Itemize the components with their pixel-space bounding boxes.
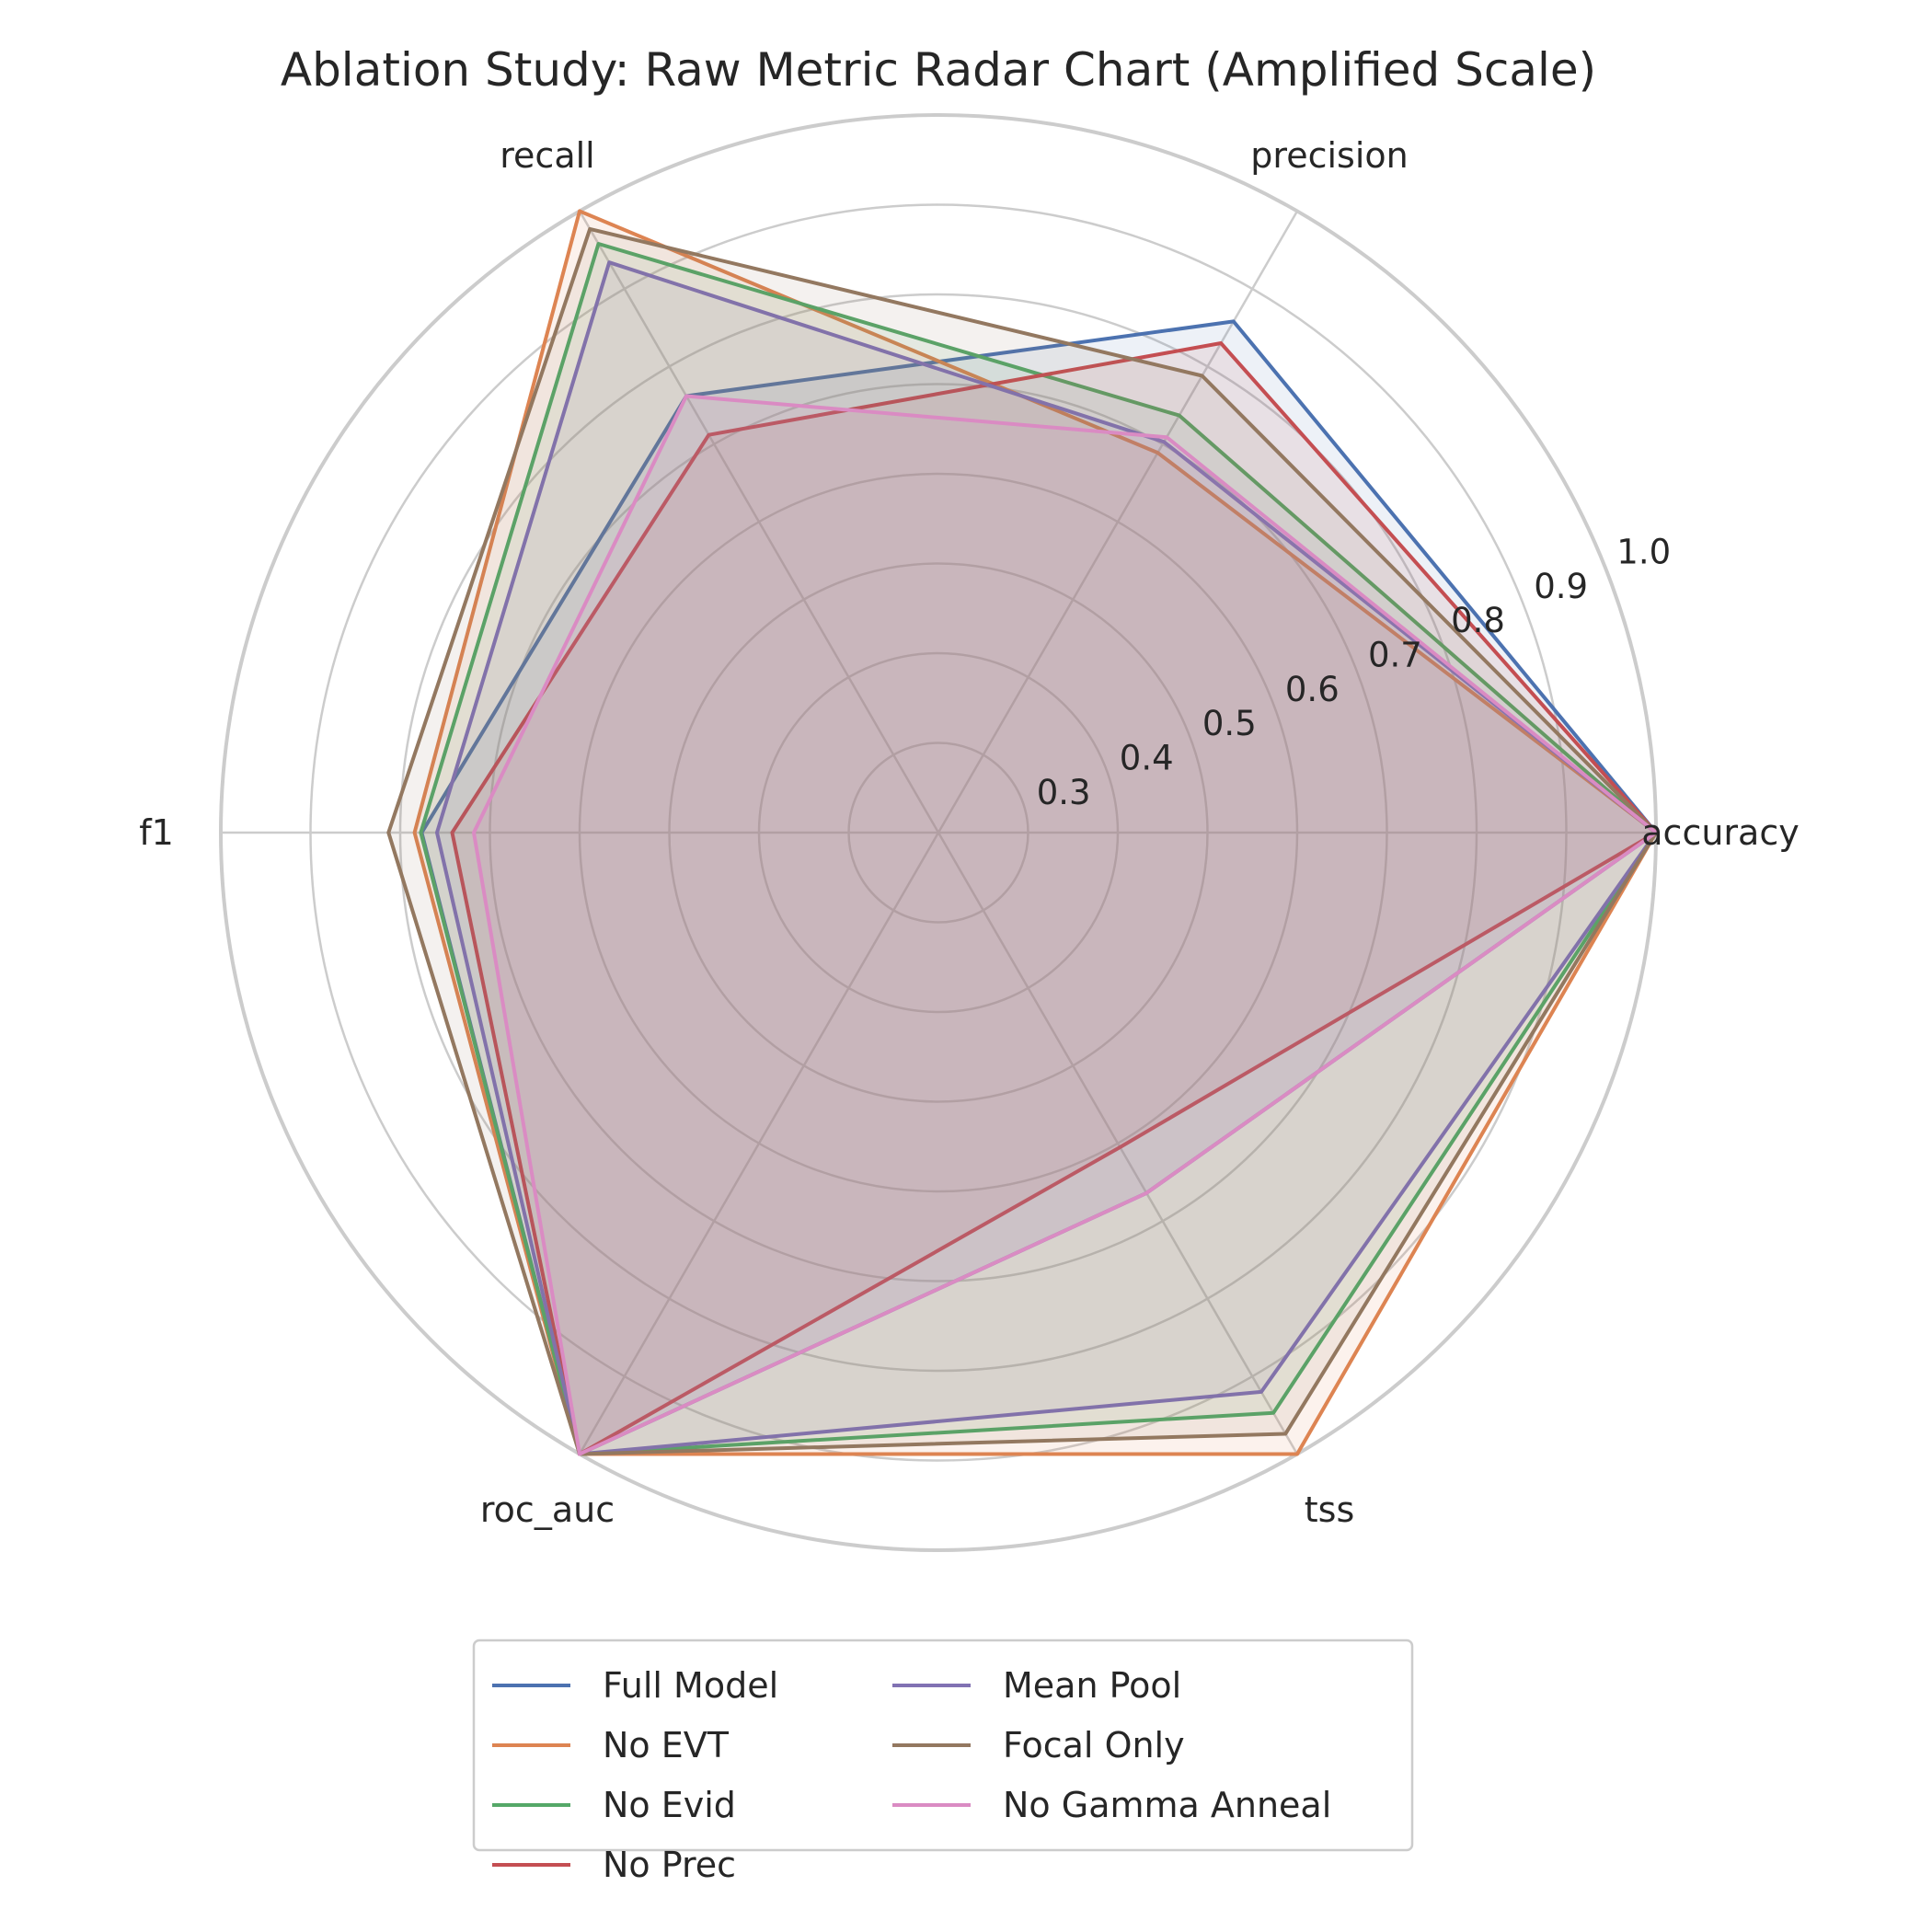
r-tick-label: 0.8	[1451, 601, 1505, 640]
legend: Full Model No EVT No Evid No Prec Mean Pool F…	[472, 1639, 1414, 1885]
series-fill-no-gamma-anneal	[474, 396, 1656, 1455]
axis-label-precision: precision	[1250, 135, 1408, 176]
series-line-mean-pool	[435, 260, 1658, 1456]
chart-title: Ablation Study: Raw Metric Radar Chart (…	[281, 43, 1596, 97]
series-line-focal-only	[386, 226, 1658, 1456]
axis-label-tss: tss	[1305, 1489, 1355, 1530]
r-tick-label: 0.9	[1534, 567, 1588, 606]
series-fill-no-prec	[452, 343, 1656, 1455]
grid-spoke	[578, 210, 940, 834]
series-fill-focal-only	[388, 228, 1656, 1455]
r-tick-label: 0.7	[1368, 636, 1422, 675]
grid-spoke	[937, 210, 1299, 834]
legend-label-no-gamma-anneal: No Gamma Anneal	[1003, 1785, 1331, 1825]
axis-label-accuracy: accuracy	[1641, 812, 1799, 853]
series-line-no-evt	[412, 209, 1658, 1456]
series-fill-no-evid	[420, 244, 1656, 1455]
legend-label-no-evt: No EVT	[603, 1725, 730, 1765]
r-tick-label: 0.5	[1202, 704, 1257, 743]
legend-label-no-evid: No Evid	[603, 1785, 736, 1825]
series-fill-full-model	[421, 321, 1656, 1455]
r-tick-label: 0.4	[1120, 739, 1174, 778]
grid-spoke	[578, 832, 940, 1455]
series-line-no-gamma-anneal	[472, 394, 1658, 1456]
grid-spoke	[937, 832, 1299, 1455]
legend-label-mean-pool: Mean Pool	[1003, 1665, 1181, 1706]
series-line-no-prec	[450, 341, 1658, 1456]
series-fill-no-evt	[414, 211, 1657, 1455]
axis-label-f1: f1	[139, 812, 174, 853]
series-fill-mean-pool	[437, 262, 1656, 1455]
radial-tick-labels: 0.3 0.4 0.5 0.6 0.7 0.8 0.9 1.0	[1037, 533, 1671, 812]
r-tick-label: 0.3	[1037, 773, 1091, 812]
r-tick-label: 0.6	[1285, 670, 1340, 709]
axis-label-roc-auc: roc_auc	[480, 1489, 615, 1530]
axis-label-recall: recall	[500, 135, 594, 176]
legend-label-focal-only: Focal Only	[1003, 1725, 1185, 1765]
r-tick-label: 1.0	[1616, 533, 1671, 572]
legend-label-full-model: Full Model	[603, 1665, 778, 1706]
series-line-no-evid	[419, 242, 1658, 1456]
radar-series	[386, 209, 1658, 1456]
legend-label-no-prec: No Prec	[603, 1845, 736, 1885]
axis-labels: accuracy precision recall f1 roc_auc tss	[139, 135, 1800, 1530]
